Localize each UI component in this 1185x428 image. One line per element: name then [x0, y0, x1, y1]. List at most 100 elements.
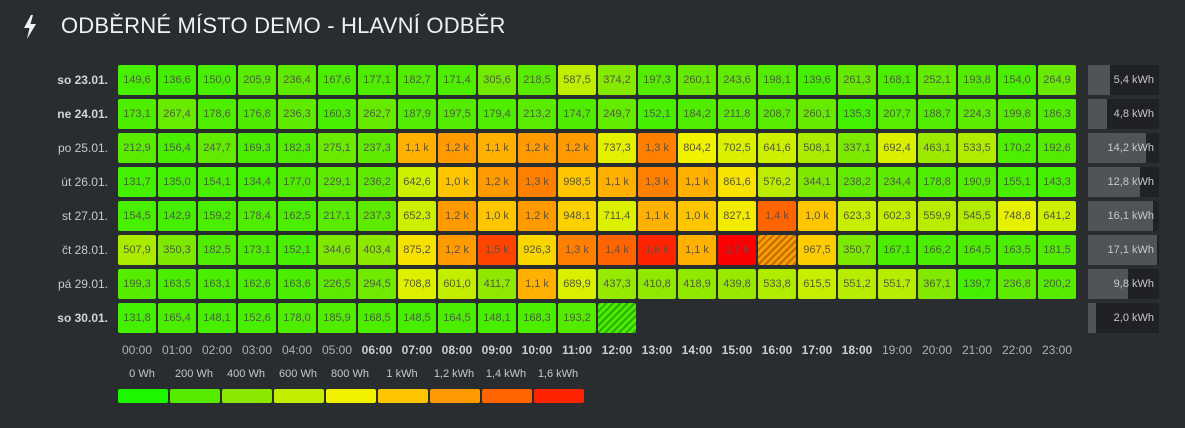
- heatmap-cell[interactable]: 226,5: [318, 269, 356, 299]
- heatmap-cell[interactable]: 410,8: [638, 269, 676, 299]
- heatmap-cell[interactable]: 211,8: [718, 99, 756, 129]
- heatmap-cell[interactable]: 367,1: [918, 269, 956, 299]
- heatmap-cell[interactable]: 165,4: [158, 303, 196, 333]
- heatmap-cell[interactable]: 689,9: [558, 269, 596, 299]
- heatmap-cell[interactable]: 163,5: [998, 235, 1036, 265]
- heatmap-cell[interactable]: 229,1: [318, 167, 356, 197]
- heatmap-cell[interactable]: 260,1: [798, 99, 836, 129]
- heatmap-cell[interactable]: 163,1: [198, 269, 236, 299]
- heatmap-cell[interactable]: 134,4: [238, 167, 276, 197]
- heatmap-cell[interactable]: 224,3: [958, 99, 996, 129]
- heatmap-cell[interactable]: 179,4: [478, 99, 516, 129]
- heatmap-cell[interactable]: 217,1: [318, 201, 356, 231]
- heatmap-cell[interactable]: 164,5: [958, 235, 996, 265]
- heatmap-cell[interactable]: 243,6: [718, 65, 756, 95]
- heatmap-cell[interactable]: 1,0 k: [438, 167, 476, 197]
- heatmap-cell[interactable]: 150,0: [198, 65, 236, 95]
- heatmap-cell[interactable]: 439,8: [718, 269, 756, 299]
- heatmap-cell[interactable]: 160,3: [318, 99, 356, 129]
- heatmap-cell[interactable]: 236,2: [358, 167, 396, 197]
- heatmap-cell[interactable]: 200,2: [1038, 269, 1076, 299]
- heatmap-cell[interactable]: 148,5: [398, 303, 436, 333]
- heatmap-cell[interactable]: 1,7 k: [718, 235, 756, 265]
- heatmap-cell[interactable]: 139,6: [798, 65, 836, 95]
- heatmap-cell[interactable]: 403,4: [358, 235, 396, 265]
- heatmap-cell[interactable]: 182,7: [398, 65, 436, 95]
- heatmap-cell[interactable]: 998,5: [558, 167, 596, 197]
- heatmap-cell[interactable]: 1,2 k: [438, 201, 476, 231]
- heatmap-cell[interactable]: 173,1: [238, 235, 276, 265]
- heatmap-cell[interactable]: 193,2: [558, 303, 596, 333]
- heatmap-cell[interactable]: 1,2 k: [518, 133, 556, 163]
- heatmap-cell[interactable]: 748,8: [998, 201, 1036, 231]
- heatmap-cell[interactable]: 154,5: [118, 201, 156, 231]
- heatmap-cell[interactable]: 190,9: [958, 167, 996, 197]
- heatmap-cell[interactable]: 642,6: [398, 167, 436, 197]
- heatmap-cell[interactable]: 1,1 k: [638, 201, 676, 231]
- heatmap-cell[interactable]: 602,3: [878, 201, 916, 231]
- heatmap-cell[interactable]: 176,8: [238, 99, 276, 129]
- heatmap-cell[interactable]: 411,7: [478, 269, 516, 299]
- heatmap-cell[interactable]: 1,3 k: [638, 167, 676, 197]
- heatmap-cell[interactable]: 545,5: [958, 201, 996, 231]
- heatmap-cell[interactable]: 1,2 k: [558, 133, 596, 163]
- heatmap-cell[interactable]: 167,6: [318, 65, 356, 95]
- heatmap-cell[interactable]: 148,1: [198, 303, 236, 333]
- heatmap-cell[interactable]: 154,1: [198, 167, 236, 197]
- heatmap-cell[interactable]: 1,1 k: [598, 167, 636, 197]
- heatmap-cell[interactable]: 186,3: [1038, 99, 1076, 129]
- heatmap-cell[interactable]: 418,9: [678, 269, 716, 299]
- heatmap-cell[interactable]: 236,4: [278, 65, 316, 95]
- heatmap-cell[interactable]: 262,7: [358, 99, 396, 129]
- heatmap-cell[interactable]: 188,7: [918, 99, 956, 129]
- heatmap-cell[interactable]: 178,4: [238, 201, 276, 231]
- heatmap-cell[interactable]: 178,8: [918, 167, 956, 197]
- heatmap-cell[interactable]: 1,3 k: [638, 133, 676, 163]
- heatmap-cell[interactable]: 148,1: [478, 303, 516, 333]
- heatmap-cell[interactable]: 136,6: [158, 65, 196, 95]
- heatmap-cell[interactable]: 182,3: [278, 133, 316, 163]
- heatmap-cell[interactable]: 166,2: [918, 235, 956, 265]
- heatmap-cell[interactable]: 827,1: [718, 201, 756, 231]
- heatmap-cell[interactable]: 875,2: [398, 235, 436, 265]
- heatmap-cell[interactable]: 344,1: [798, 167, 836, 197]
- heatmap-cell[interactable]: 237,3: [358, 133, 396, 163]
- heatmap-cell[interactable]: 178,0: [278, 303, 316, 333]
- heatmap-cell[interactable]: 168,3: [518, 303, 556, 333]
- heatmap-cell[interactable]: 437,3: [598, 269, 636, 299]
- heatmap-cell[interactable]: 1,0 k: [798, 201, 836, 231]
- heatmap-cell[interactable]: 350,7: [838, 235, 876, 265]
- heatmap-cell[interactable]: 1,0 k: [678, 201, 716, 231]
- heatmap-cell[interactable]: 252,1: [918, 65, 956, 95]
- heatmap-cell[interactable]: 155,1: [998, 167, 1036, 197]
- heatmap-cell[interactable]: 861,6: [718, 167, 756, 197]
- heatmap-cell[interactable]: 652,3: [398, 201, 436, 231]
- heatmap-cell[interactable]: 238,2: [838, 167, 876, 197]
- heatmap-cell[interactable]: 142,9: [158, 201, 196, 231]
- heatmap-cell[interactable]: 199,3: [118, 269, 156, 299]
- heatmap-cell[interactable]: 1,1 k: [678, 235, 716, 265]
- heatmap-cell[interactable]: 236,3: [278, 99, 316, 129]
- heatmap-cell[interactable]: 1,2 k: [438, 235, 476, 265]
- heatmap-cell[interactable]: 197,3: [638, 65, 676, 95]
- heatmap-cell[interactable]: 1,5 k: [478, 235, 516, 265]
- heatmap-cell[interactable]: 177,1: [358, 65, 396, 95]
- heatmap-cell[interactable]: 702,5: [718, 133, 756, 163]
- heatmap-cell[interactable]: 185,9: [318, 303, 356, 333]
- heatmap-cell[interactable]: 601,0: [438, 269, 476, 299]
- heatmap-cell[interactable]: 641,6: [758, 133, 796, 163]
- heatmap-cell[interactable]: 551,2: [838, 269, 876, 299]
- heatmap-cell[interactable]: 212,9: [118, 133, 156, 163]
- heatmap-cell[interactable]: 167,1: [878, 235, 916, 265]
- heatmap-cell[interactable]: 173,1: [118, 99, 156, 129]
- heatmap-cell[interactable]: 154,0: [998, 65, 1036, 95]
- heatmap-cell[interactable]: 1,2 k: [518, 201, 556, 231]
- heatmap-cell[interactable]: 131,8: [118, 303, 156, 333]
- heatmap-cell[interactable]: 168,5: [358, 303, 396, 333]
- heatmap-cell[interactable]: 205,9: [238, 65, 276, 95]
- heatmap-cell[interactable]: 193,8: [958, 65, 996, 95]
- heatmap-cell[interactable]: 184,2: [678, 99, 716, 129]
- heatmap-cell[interactable]: 711,4: [598, 201, 636, 231]
- heatmap-cell[interactable]: 1,2 k: [438, 133, 476, 163]
- heatmap-cell[interactable]: 174,7: [558, 99, 596, 129]
